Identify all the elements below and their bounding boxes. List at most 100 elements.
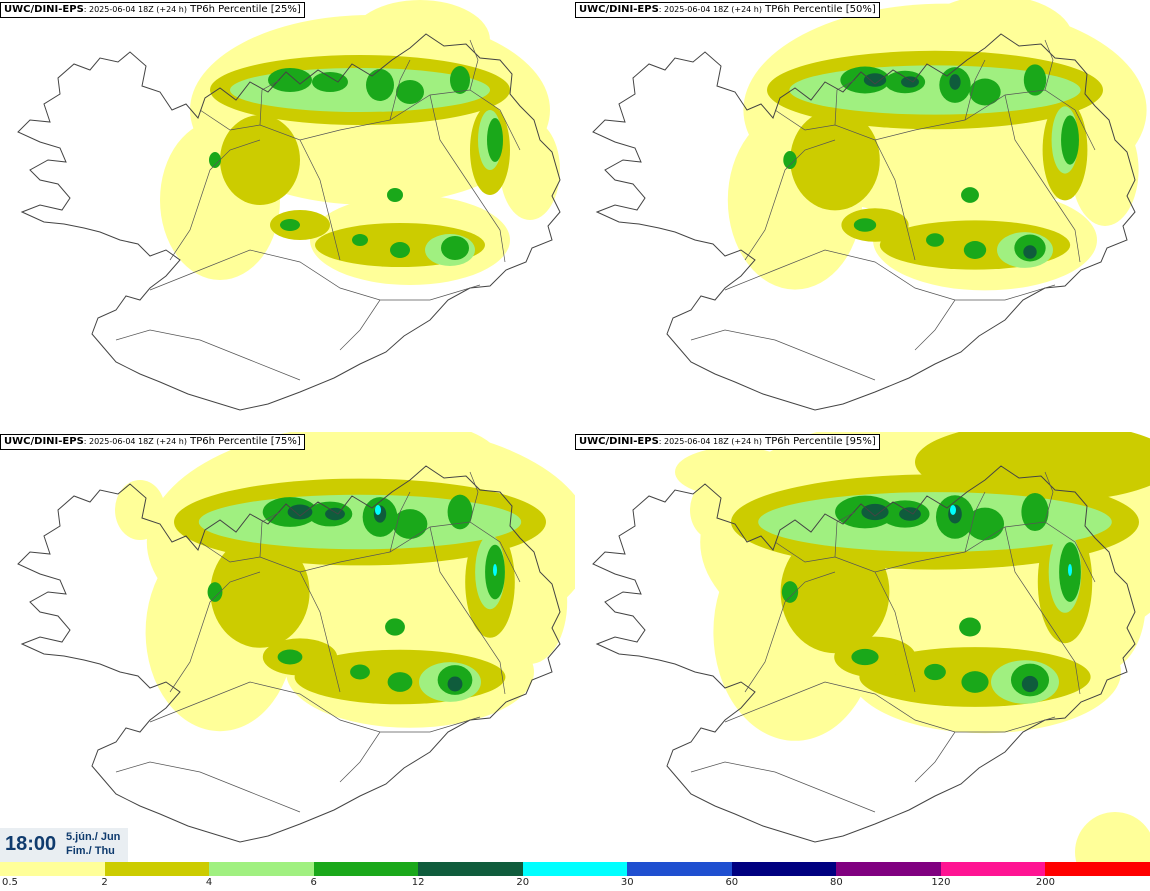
road-line — [299, 139, 341, 261]
map-panel-p50: UWC/DINI-EPS: 2025-06-04 18Z (+24 h) TP6… — [575, 0, 1150, 430]
road-line — [724, 681, 1056, 733]
legend-tick-label: 2 — [101, 877, 108, 888]
precip-area — [1023, 245, 1037, 259]
precip-area — [500, 120, 560, 220]
precip-area — [392, 509, 428, 539]
legend-tick-label: 60 — [725, 877, 739, 888]
coastline — [592, 33, 1136, 411]
precip-area — [396, 80, 424, 104]
legend-tick-label: 120 — [931, 877, 951, 888]
road-line — [834, 511, 856, 558]
precip-area — [366, 69, 394, 101]
road-line — [429, 526, 506, 695]
precip-area — [387, 672, 413, 692]
precip-area — [781, 581, 799, 603]
road-line — [914, 299, 956, 351]
precip-area — [950, 505, 956, 515]
panel-param: TP6h Percentile [95%] — [761, 436, 876, 447]
road-line — [299, 571, 341, 693]
road-line — [1044, 471, 1054, 523]
precip-area — [963, 241, 987, 259]
legend-tick-label: 20 — [516, 877, 530, 888]
road-line — [169, 571, 261, 693]
precip-area — [901, 76, 919, 88]
precip-area — [1021, 492, 1049, 532]
road-line — [429, 94, 506, 263]
legend-swatch — [104, 862, 210, 876]
precip-area — [961, 187, 979, 203]
precip-field — [115, 432, 575, 732]
precip-area — [493, 564, 497, 576]
road-line — [469, 471, 479, 523]
map-panel-p75: UWC/DINI-EPS: 2025-06-04 18Z (+24 h) TP6… — [0, 432, 575, 862]
precip-area — [783, 151, 797, 169]
precip-field — [160, 0, 560, 285]
iceland-precip-map — [592, 0, 1147, 411]
road-line — [389, 59, 411, 121]
road-line — [744, 139, 836, 261]
road-line — [149, 249, 481, 301]
legend-tick-label: 80 — [829, 877, 843, 888]
road-line — [690, 329, 876, 381]
precip-area — [487, 118, 503, 162]
coastline — [17, 465, 561, 843]
precip-field — [727, 0, 1147, 291]
coastline — [592, 465, 1136, 843]
road-line — [149, 681, 481, 733]
precip-area — [1021, 675, 1039, 693]
precip-area — [1071, 114, 1139, 226]
precip-area — [198, 494, 522, 550]
precip-area — [959, 617, 981, 637]
precip-scale-labels: 0.5 2 4 6 12 20 30 60 80 120 200 — [0, 876, 1150, 891]
road-line — [199, 89, 521, 151]
legend-swatch — [209, 862, 314, 876]
precip-area — [387, 188, 403, 202]
legend-swatch — [627, 862, 732, 876]
legend-swatch — [0, 862, 105, 876]
precip-area — [851, 648, 879, 666]
legend-swatch — [1045, 862, 1150, 876]
precip-area — [207, 582, 223, 602]
legend-swatch — [522, 862, 628, 876]
legend-tick-label: 200 — [1035, 877, 1055, 888]
road-line — [834, 79, 856, 126]
precip-area — [287, 504, 313, 520]
precip-area — [790, 109, 880, 211]
legend-tick-label: 12 — [411, 877, 425, 888]
precip-area — [949, 74, 961, 90]
road-line — [964, 491, 986, 553]
precip-area — [965, 507, 1005, 541]
legend-swatch — [313, 862, 419, 876]
valid-date-line-2: Fim./ Thu — [66, 845, 115, 857]
road-line — [259, 511, 281, 558]
legend-tick-label: 4 — [205, 877, 213, 888]
precip-area — [210, 536, 310, 648]
precip-color-scale — [0, 862, 1150, 876]
map-panel-p95: UWC/DINI-EPS: 2025-06-04 18Z (+24 h) TP6… — [575, 432, 1150, 862]
valid-date-line-1: 5.jún./ Jun — [66, 831, 121, 843]
road-line — [724, 249, 1056, 301]
valid-time-box: 18:00 5.jún./ Jun Fim./ Thu — [0, 828, 128, 862]
precip-area — [1023, 64, 1047, 96]
iceland-precip-map — [17, 0, 561, 411]
iceland-precip-map — [592, 432, 1150, 862]
legend-swatch — [836, 862, 941, 876]
precip-area — [352, 234, 368, 246]
road-line — [115, 329, 301, 381]
precip-area — [853, 218, 877, 232]
panel-run: : 2025-06-04 18Z (+24 h) — [83, 437, 187, 446]
precip-area — [926, 233, 944, 247]
precip-area — [390, 242, 410, 258]
panel-run: : 2025-06-04 18Z (+24 h) — [658, 5, 762, 14]
precip-area — [312, 72, 348, 92]
road-line — [744, 571, 836, 693]
road-line — [169, 139, 261, 261]
panel-title: UWC/DINI-EPS: 2025-06-04 18Z (+24 h) TP6… — [0, 434, 305, 450]
panel-run: : 2025-06-04 18Z (+24 h) — [658, 437, 762, 446]
precip-area — [385, 618, 405, 636]
valid-time-clock: 18:00 — [5, 833, 57, 855]
precip-area — [924, 663, 946, 681]
road-line — [259, 79, 281, 126]
legend-swatch — [418, 862, 523, 876]
panel-run: : 2025-06-04 18Z (+24 h) — [83, 5, 187, 14]
